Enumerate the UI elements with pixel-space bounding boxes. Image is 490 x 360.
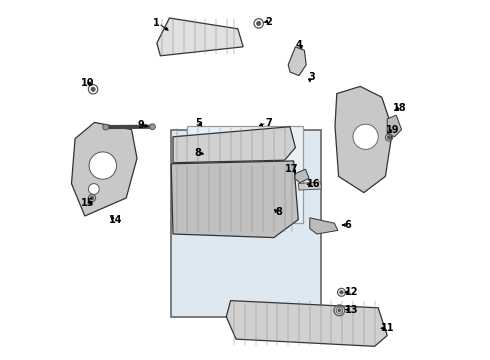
Circle shape xyxy=(149,124,155,130)
Circle shape xyxy=(387,136,391,139)
Polygon shape xyxy=(288,47,306,76)
Polygon shape xyxy=(157,18,243,56)
Circle shape xyxy=(103,124,109,130)
Text: 17: 17 xyxy=(285,164,298,174)
Polygon shape xyxy=(72,122,137,216)
Polygon shape xyxy=(298,182,321,190)
Polygon shape xyxy=(294,169,309,183)
Text: 12: 12 xyxy=(344,287,358,297)
Circle shape xyxy=(90,196,94,200)
Text: 9: 9 xyxy=(137,120,144,130)
Bar xyxy=(171,130,320,317)
Text: 16: 16 xyxy=(307,179,320,189)
Text: 2: 2 xyxy=(265,17,272,27)
Text: 13: 13 xyxy=(344,305,358,315)
Text: 19: 19 xyxy=(386,125,399,135)
Circle shape xyxy=(257,21,261,26)
Text: 5: 5 xyxy=(195,118,201,128)
Text: 7: 7 xyxy=(265,118,272,128)
Text: 11: 11 xyxy=(380,323,394,333)
Text: 4: 4 xyxy=(295,40,302,50)
Text: 8: 8 xyxy=(276,207,283,217)
Polygon shape xyxy=(310,218,338,234)
Polygon shape xyxy=(387,115,402,137)
Text: 18: 18 xyxy=(393,103,407,113)
Text: 3: 3 xyxy=(308,72,315,82)
Polygon shape xyxy=(171,161,298,238)
Circle shape xyxy=(88,184,99,194)
Polygon shape xyxy=(335,86,392,193)
Circle shape xyxy=(353,124,378,149)
Text: 8: 8 xyxy=(194,148,201,158)
Circle shape xyxy=(338,309,341,312)
Circle shape xyxy=(89,152,117,179)
Text: 6: 6 xyxy=(344,220,351,230)
Circle shape xyxy=(340,291,343,294)
Text: 15: 15 xyxy=(80,198,94,208)
Text: 14: 14 xyxy=(109,215,122,225)
Circle shape xyxy=(91,87,95,91)
Bar xyxy=(187,126,303,223)
Text: 10: 10 xyxy=(80,78,94,88)
Polygon shape xyxy=(173,127,295,163)
Polygon shape xyxy=(226,301,387,346)
Text: 1: 1 xyxy=(153,18,160,28)
